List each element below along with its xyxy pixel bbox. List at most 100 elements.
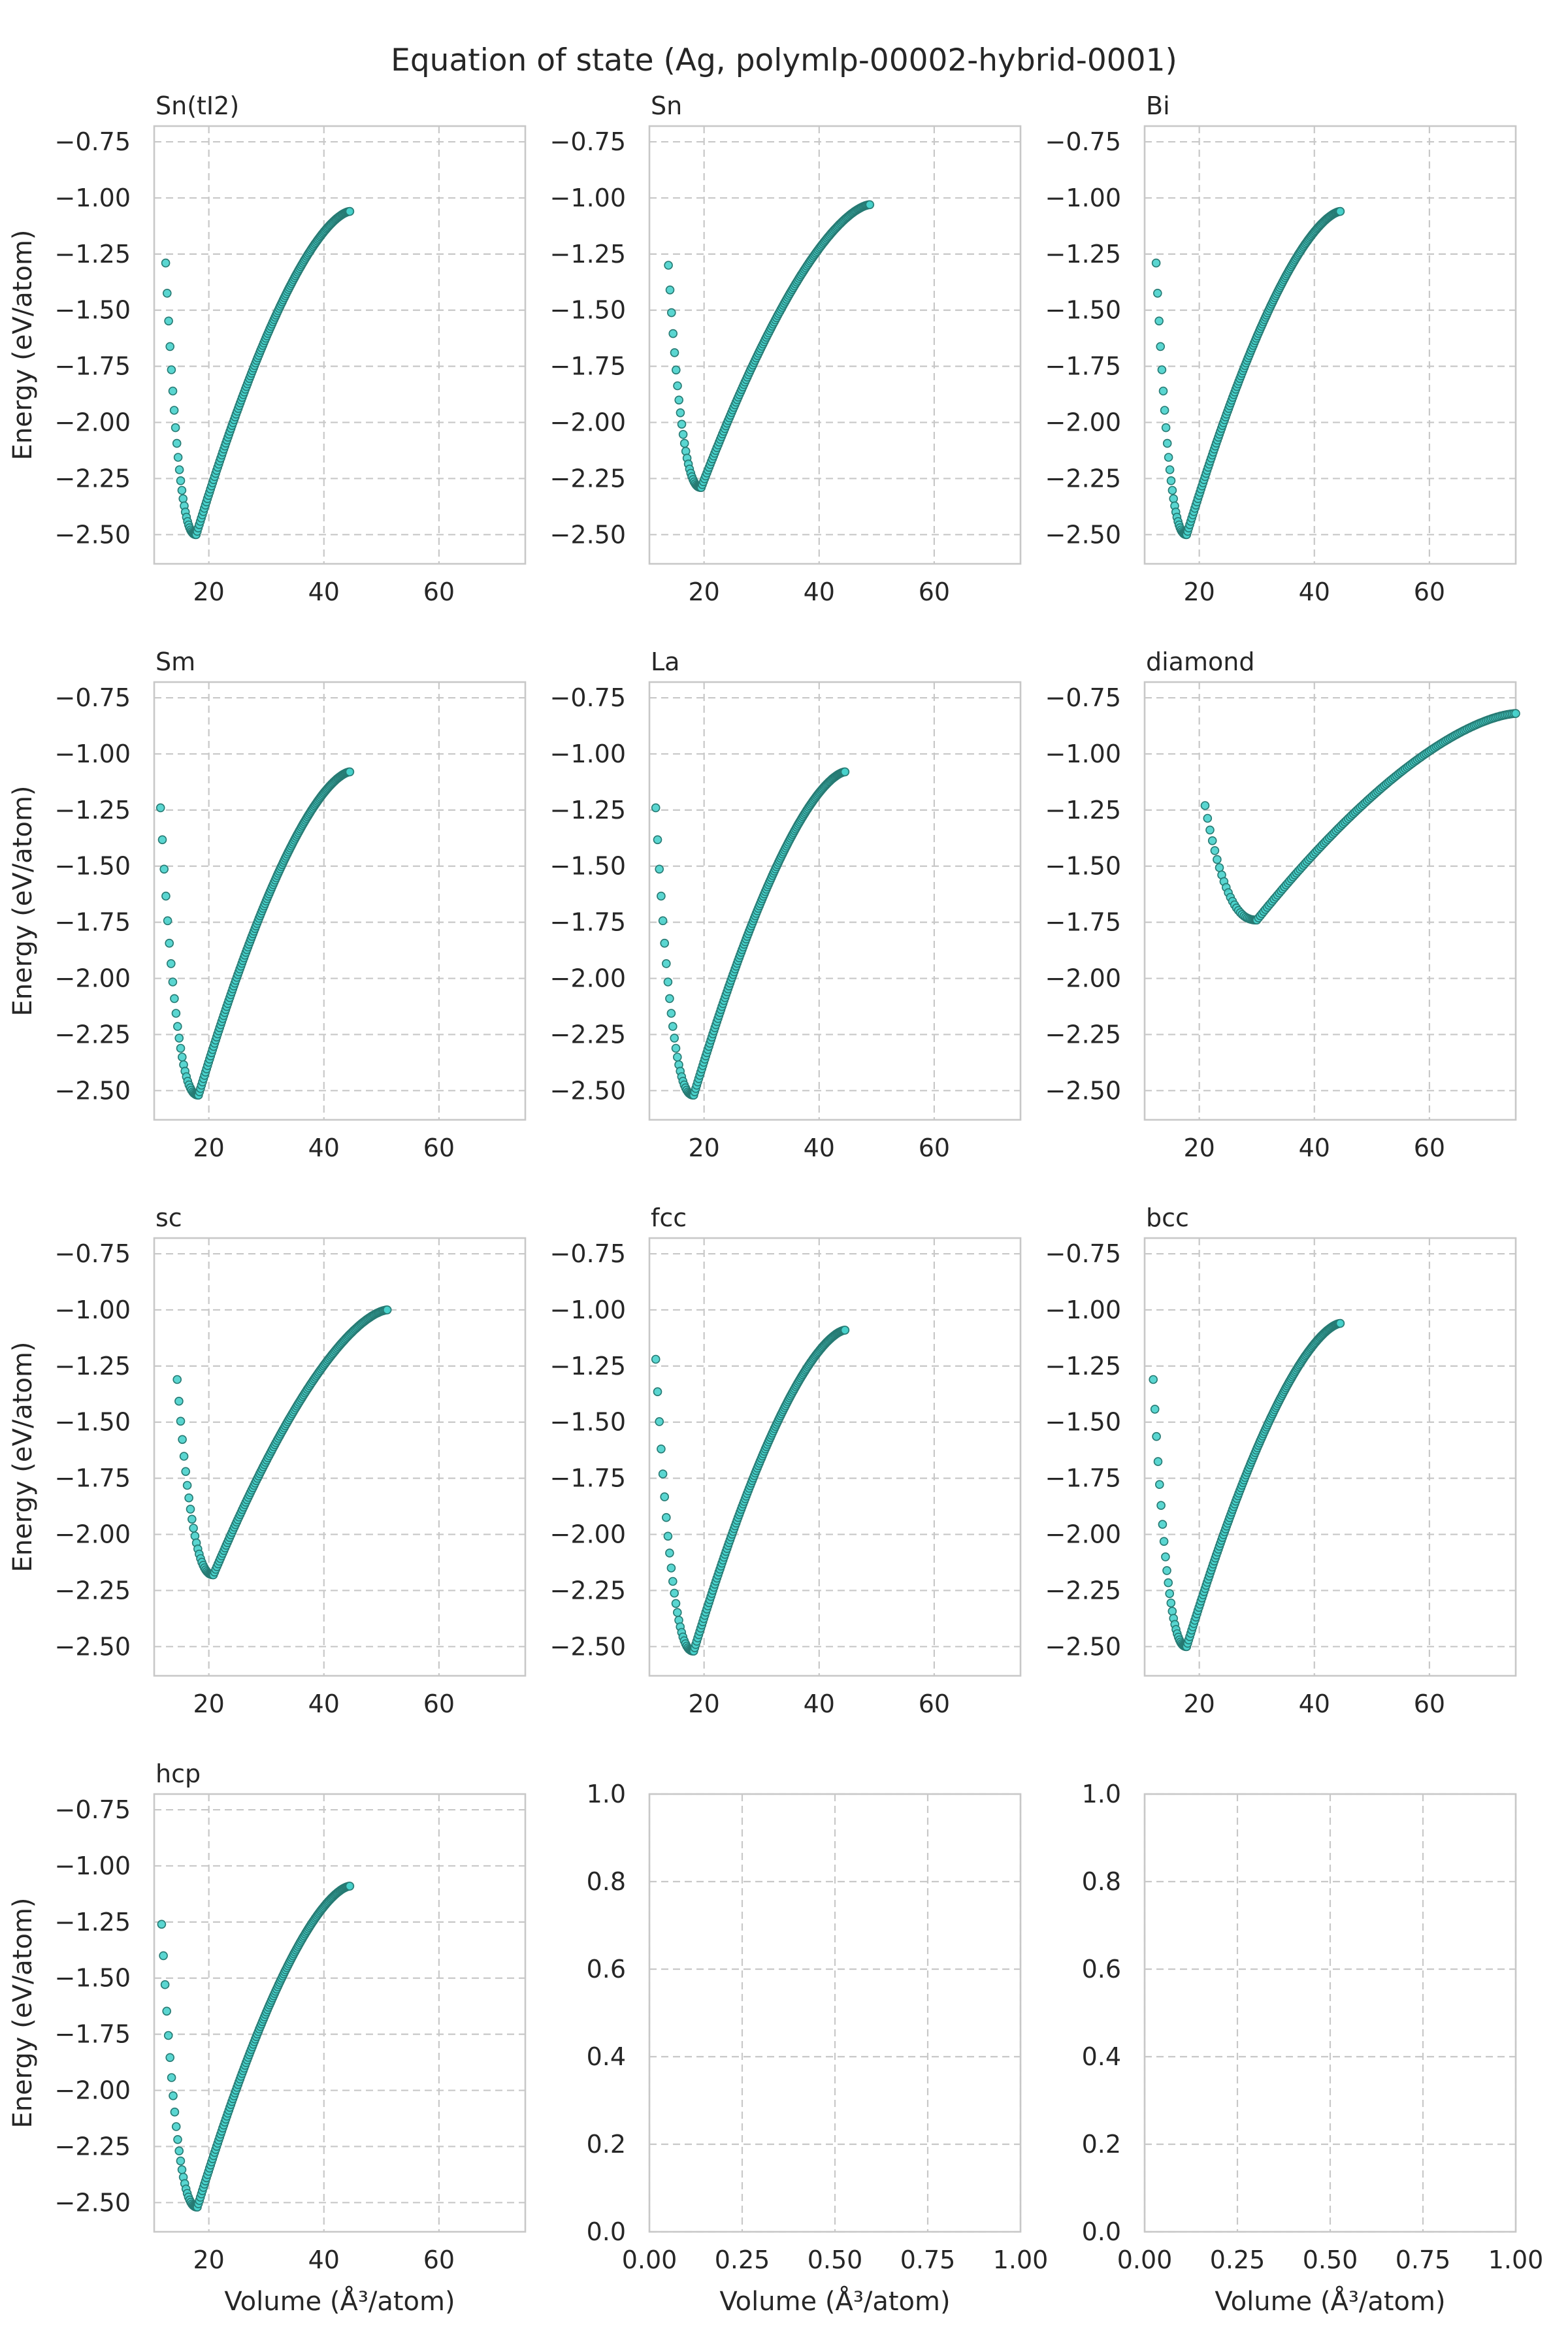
- data-point: [671, 1599, 681, 1609]
- data-point: [668, 1022, 678, 1031]
- y-tick-label: 1.0: [587, 1780, 626, 1808]
- panel-title: bcc: [1146, 1203, 1189, 1232]
- x-tick-label: 0.50: [1303, 2246, 1358, 2274]
- y-tick-label: −1.25: [55, 796, 131, 825]
- data-series: [651, 767, 850, 1100]
- x-tick-label: 40: [1299, 1134, 1330, 1162]
- data-point: [159, 1951, 168, 1961]
- x-tick-label: 60: [1414, 1690, 1445, 1718]
- data-point: [1168, 1607, 1177, 1616]
- data-point: [1156, 342, 1165, 351]
- data-point: [177, 2165, 187, 2174]
- data-point: [1164, 1578, 1173, 1588]
- y-tick-label: −2.25: [1045, 1020, 1121, 1049]
- chart-panel-bcc: 20 40 60 −0.75 −1.00 −1.25 −1.50 −1.75 −2.00 −2.2…: [1045, 1203, 1517, 1718]
- y-tick-label: −0.75: [55, 1795, 131, 1824]
- y-tick-label: −2.00: [1045, 964, 1121, 993]
- data-point: [345, 767, 355, 777]
- data-point: [655, 1417, 664, 1426]
- x-tick-label: 1.00: [1488, 2246, 1544, 2274]
- data-point: [1161, 423, 1171, 433]
- data-point: [672, 365, 681, 375]
- x-tick-label: 40: [308, 2246, 340, 2274]
- data-point: [664, 261, 673, 270]
- data-point: [173, 453, 183, 462]
- data-point: [177, 485, 187, 495]
- data-point: [657, 1445, 666, 1454]
- data-point: [668, 1576, 678, 1586]
- data-point: [171, 423, 180, 433]
- x-tick-label: 40: [1299, 1690, 1330, 1718]
- data-point: [155, 803, 165, 813]
- data-point: [177, 1053, 187, 1062]
- y-tick-label: 0.6: [587, 1955, 626, 1984]
- data-point: [160, 1980, 170, 1989]
- data-point: [653, 1387, 662, 1396]
- data-point: [1160, 406, 1169, 415]
- data-point: [661, 1512, 671, 1522]
- y-tick-label: −1.25: [1045, 1352, 1121, 1380]
- data-point: [671, 1043, 681, 1053]
- data-point: [673, 381, 682, 391]
- y-tick-label: 0.4: [587, 2042, 626, 2071]
- x-tick-label: 20: [688, 1134, 719, 1162]
- x-tick-label: 60: [919, 1690, 950, 1718]
- panel-title: Sn: [651, 91, 682, 120]
- chart-panel-la: 20 40 60 −0.75 −1.00 −1.25 −1.50 −1.75 −2.00 −2.2…: [550, 647, 1022, 1162]
- data-point: [186, 1505, 195, 1514]
- chart-panel-sc: 20 40 60 −0.75 −1.00 −1.25 −1.50 −1.75 −2.00 −2.2…: [8, 1203, 527, 1718]
- y-tick-label: −1.25: [55, 1908, 131, 1936]
- data-point: [181, 1467, 191, 1477]
- data-point: [161, 891, 171, 901]
- data-point: [1162, 438, 1172, 448]
- y-tick-label: −1.50: [55, 852, 131, 881]
- data-point: [1207, 836, 1217, 845]
- data-series: [651, 1326, 850, 1656]
- data-point: [1165, 465, 1175, 474]
- y-tick-label: 0.0: [587, 2217, 626, 2246]
- y-tick-label: −2.50: [550, 520, 626, 549]
- y-tick-label: −0.75: [1045, 1239, 1121, 1268]
- panel-title: diamond: [1146, 647, 1254, 676]
- y-tick-label: −1.00: [550, 1296, 626, 1324]
- data-point: [174, 1396, 184, 1406]
- data-point: [676, 408, 685, 417]
- y-tick-label: −2.00: [550, 1520, 626, 1549]
- data-point: [1169, 494, 1178, 504]
- x-tick-label: 20: [193, 578, 224, 606]
- data-point: [170, 2107, 180, 2117]
- y-tick-label: −1.50: [550, 852, 626, 881]
- axes-frame: [153, 681, 527, 1121]
- data-point: [657, 891, 666, 901]
- y-tick-label: −0.75: [550, 1239, 626, 1268]
- data-point: [182, 1480, 192, 1490]
- data-point: [666, 1009, 676, 1018]
- data-point: [1335, 206, 1345, 216]
- data-point: [666, 1563, 676, 1573]
- y-tick-label: −2.50: [1045, 520, 1121, 549]
- y-axis-label: Energy (eV/atom): [8, 1341, 38, 1572]
- data-point: [178, 1435, 187, 1445]
- chart-panel-sn: 20 40 60 −0.75 −1.00 −1.25 −1.50 −1.75 −2.00 −2.2…: [550, 91, 1022, 606]
- data-point: [1511, 709, 1520, 718]
- data-point: [171, 1009, 181, 1018]
- data-point: [169, 406, 179, 415]
- data-point: [670, 1588, 679, 1598]
- chart-panel-hcp: 20 40 60 −0.75 −1.00 −1.25 −1.50 −1.75 −2.00 −2.2…: [8, 1759, 527, 2317]
- data-point: [167, 365, 176, 374]
- data-point: [170, 994, 179, 1004]
- axes-frame: [648, 125, 1022, 565]
- data-point: [163, 916, 172, 926]
- data-point: [674, 395, 683, 405]
- y-tick-label: −2.00: [55, 964, 131, 993]
- data-point: [1150, 1405, 1160, 1414]
- data-point: [172, 1375, 182, 1384]
- data-point: [658, 916, 668, 926]
- y-tick-label: −1.75: [55, 908, 131, 937]
- data-point: [176, 1043, 186, 1053]
- data-series: [157, 1882, 355, 2212]
- y-tick-label: −1.50: [55, 1408, 131, 1437]
- data-point: [382, 1305, 392, 1315]
- data-point: [157, 835, 167, 845]
- data-point: [651, 1354, 661, 1364]
